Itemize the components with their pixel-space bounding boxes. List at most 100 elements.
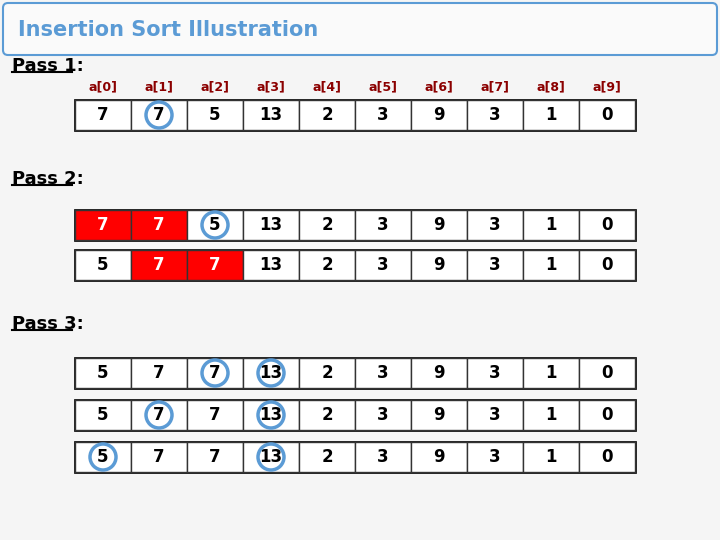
Text: 7: 7: [210, 448, 221, 466]
Bar: [75, 100, 131, 130]
Bar: [131, 210, 187, 240]
Text: a[6]: a[6]: [425, 80, 454, 93]
Text: 13: 13: [259, 106, 282, 124]
Bar: [523, 358, 579, 388]
Text: 7: 7: [97, 106, 109, 124]
Text: 3: 3: [377, 406, 389, 424]
Text: 13: 13: [259, 256, 282, 274]
Text: 9: 9: [433, 364, 445, 382]
Bar: [579, 358, 635, 388]
Bar: [467, 250, 523, 280]
Text: 1: 1: [545, 364, 557, 382]
Text: 3: 3: [377, 256, 389, 274]
Bar: [75, 400, 131, 430]
Bar: [299, 210, 355, 240]
Bar: [187, 210, 243, 240]
Bar: [243, 400, 299, 430]
Text: a[3]: a[3]: [256, 80, 285, 93]
Bar: [75, 442, 131, 472]
Bar: [467, 100, 523, 130]
Text: 9: 9: [433, 216, 445, 234]
Text: 0: 0: [601, 106, 613, 124]
Bar: [299, 100, 355, 130]
Text: 13: 13: [259, 448, 282, 466]
Bar: [75, 358, 131, 388]
Text: 2: 2: [321, 256, 333, 274]
Text: 5: 5: [97, 406, 109, 424]
Text: 9: 9: [433, 406, 445, 424]
Text: 1: 1: [545, 448, 557, 466]
Text: 7: 7: [210, 256, 221, 274]
Text: 1: 1: [545, 256, 557, 274]
Bar: [131, 358, 187, 388]
Text: 5: 5: [210, 216, 221, 234]
Bar: [75, 100, 635, 130]
Text: a[9]: a[9]: [593, 80, 621, 93]
Text: 5: 5: [210, 106, 221, 124]
Text: a[5]: a[5]: [369, 80, 397, 93]
Bar: [75, 400, 635, 430]
Text: 7: 7: [97, 216, 109, 234]
Text: 0: 0: [601, 256, 613, 274]
Bar: [131, 442, 187, 472]
Text: 3: 3: [489, 364, 501, 382]
Text: 1: 1: [545, 106, 557, 124]
Text: 3: 3: [489, 216, 501, 234]
Text: 3: 3: [377, 448, 389, 466]
Bar: [75, 250, 131, 280]
Text: 0: 0: [601, 406, 613, 424]
Text: 7: 7: [153, 364, 165, 382]
Bar: [523, 100, 579, 130]
Bar: [75, 210, 635, 240]
Text: 2: 2: [321, 106, 333, 124]
Text: a[7]: a[7]: [480, 80, 510, 93]
Bar: [411, 358, 467, 388]
Text: Pass 2:: Pass 2:: [12, 170, 84, 188]
Text: 3: 3: [377, 216, 389, 234]
Text: 9: 9: [433, 106, 445, 124]
Bar: [243, 210, 299, 240]
Text: 3: 3: [489, 406, 501, 424]
Bar: [75, 250, 635, 280]
Text: 2: 2: [321, 406, 333, 424]
Bar: [355, 250, 411, 280]
Bar: [467, 210, 523, 240]
Text: a[0]: a[0]: [89, 80, 117, 93]
Bar: [579, 210, 635, 240]
Text: 7: 7: [153, 406, 165, 424]
Text: 9: 9: [433, 256, 445, 274]
Bar: [243, 100, 299, 130]
Text: 7: 7: [210, 364, 221, 382]
Bar: [299, 442, 355, 472]
Bar: [467, 442, 523, 472]
Text: 5: 5: [97, 256, 109, 274]
Bar: [75, 210, 131, 240]
Text: a[1]: a[1]: [145, 80, 174, 93]
Text: 7: 7: [153, 448, 165, 466]
Text: Insertion Sort Illustration: Insertion Sort Illustration: [18, 20, 318, 40]
Bar: [187, 442, 243, 472]
Text: 3: 3: [377, 106, 389, 124]
Text: 2: 2: [321, 216, 333, 234]
Bar: [187, 250, 243, 280]
Bar: [355, 358, 411, 388]
Text: 1: 1: [545, 406, 557, 424]
Text: 13: 13: [259, 216, 282, 234]
Text: 3: 3: [489, 256, 501, 274]
Bar: [355, 100, 411, 130]
Bar: [579, 400, 635, 430]
Bar: [411, 250, 467, 280]
Text: 5: 5: [97, 448, 109, 466]
Text: 3: 3: [489, 106, 501, 124]
Text: 7: 7: [153, 106, 165, 124]
Bar: [355, 400, 411, 430]
Text: Pass 1:: Pass 1:: [12, 57, 84, 75]
Bar: [131, 400, 187, 430]
Bar: [355, 442, 411, 472]
Text: 13: 13: [259, 406, 282, 424]
Bar: [187, 400, 243, 430]
Bar: [299, 358, 355, 388]
Bar: [75, 358, 635, 388]
Bar: [187, 100, 243, 130]
Bar: [243, 358, 299, 388]
